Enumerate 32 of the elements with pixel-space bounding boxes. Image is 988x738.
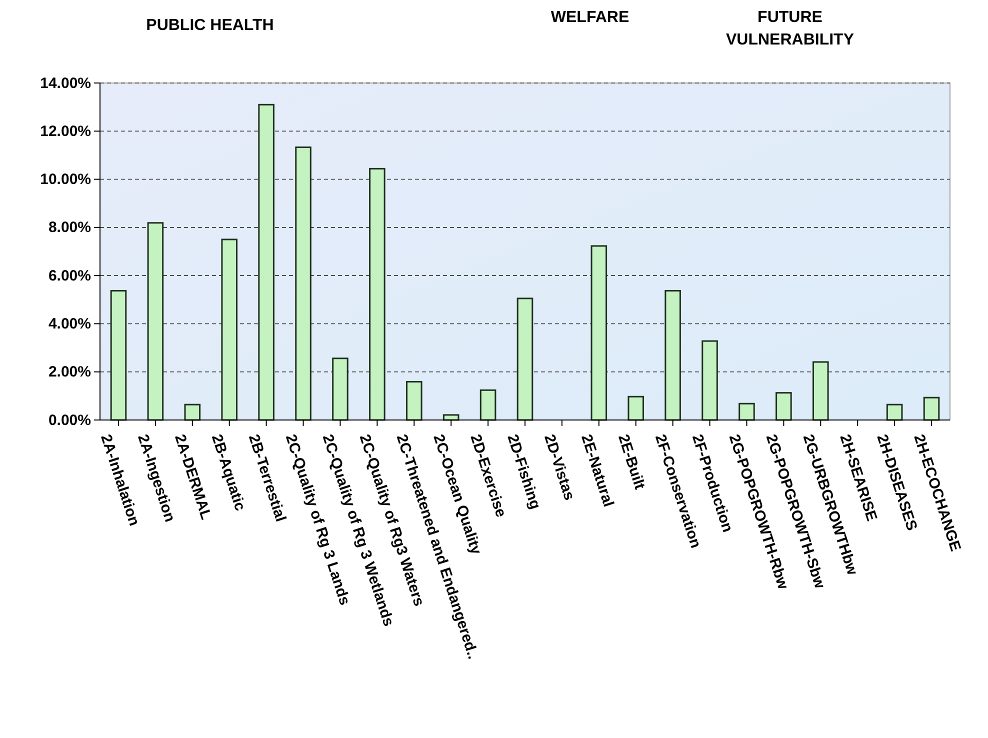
- bar: [406, 380, 422, 421]
- bar: [221, 238, 238, 421]
- bar: [516, 298, 534, 421]
- bar: [480, 389, 496, 421]
- text: PUBLIC HEALTH: [146, 17, 274, 34]
- bar: [369, 168, 386, 421]
- text: FUTURE VULNERABILITY: [726, 9, 854, 48]
- bar: [332, 358, 348, 421]
- y-tick-label: 6.00%: [48, 267, 91, 284]
- y-tick-label: 2.00%: [48, 364, 91, 381]
- bar: [738, 402, 755, 421]
- bar: [776, 392, 792, 421]
- y-tick-label: 0.00%: [48, 412, 91, 429]
- bar: [812, 361, 829, 421]
- bar: [628, 396, 644, 421]
- bar: [923, 396, 940, 421]
- bar: [886, 404, 903, 421]
- bar: [258, 104, 274, 421]
- bar: [295, 146, 312, 421]
- bar: [702, 340, 718, 421]
- bar: [590, 245, 608, 421]
- y-tick-label: 12.00%: [40, 122, 91, 140]
- bar: [184, 404, 201, 421]
- y-tick-label: 10.00%: [40, 171, 91, 188]
- y-tick-label: 8.00%: [48, 219, 91, 236]
- y-tick-label: 14.00%: [40, 74, 91, 92]
- text: WELFARE: [550, 9, 630, 26]
- bar: [110, 290, 127, 421]
- bar: [147, 222, 164, 421]
- y-tick-label: 4.00%: [48, 316, 91, 333]
- bar: [442, 414, 460, 421]
- bar: [664, 290, 681, 421]
